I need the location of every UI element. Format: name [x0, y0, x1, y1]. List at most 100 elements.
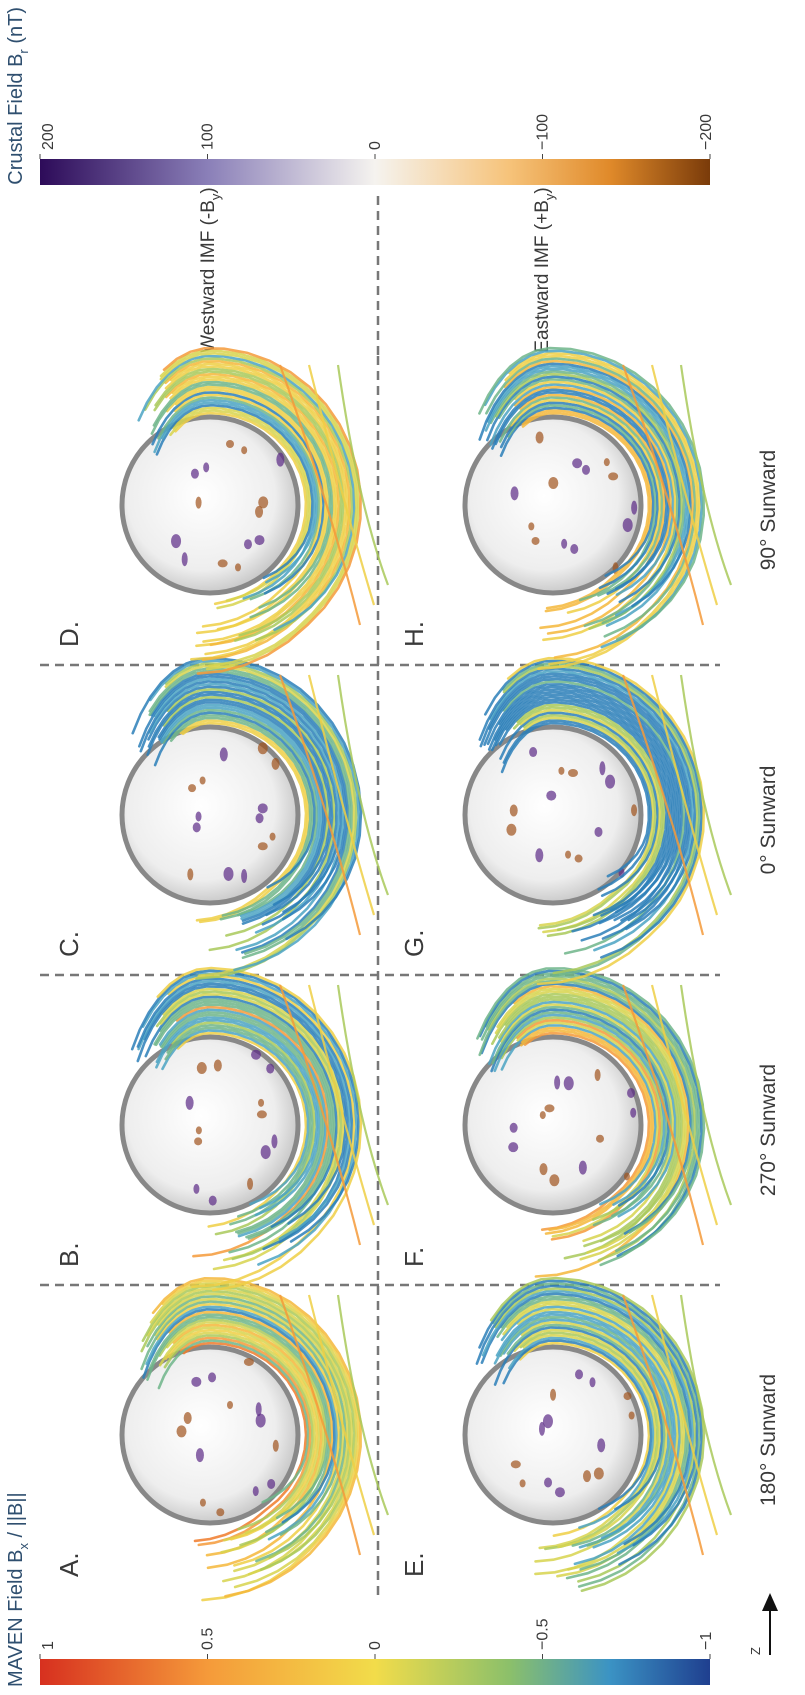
field-line	[171, 375, 339, 648]
tick-label: −1	[698, 1632, 715, 1650]
crustal-anomaly	[241, 869, 248, 884]
field-line	[650, 984, 719, 1226]
field-line	[503, 359, 695, 659]
crustal-anomaly	[570, 543, 579, 554]
field-line	[499, 401, 660, 590]
field-line	[182, 1341, 308, 1543]
colorbar-br	[40, 159, 710, 185]
crustal-anomaly	[251, 1049, 262, 1060]
landscape-layout: MAVEN Field Bx / ||B|| Crustal Field Br …	[5, 7, 780, 1687]
field-line	[519, 1341, 651, 1537]
field-line	[150, 672, 349, 954]
tick-label: 0	[367, 1641, 384, 1650]
field-line	[153, 398, 319, 584]
crustal-anomaly	[187, 868, 194, 881]
field-line	[508, 352, 701, 671]
field-line	[498, 396, 664, 597]
field-line	[500, 721, 651, 878]
tick-label: 100	[200, 123, 217, 150]
field-line	[523, 1031, 651, 1231]
field-line	[141, 1284, 356, 1571]
crustal-anomaly	[548, 477, 559, 490]
crustal-anomaly	[227, 1401, 233, 1409]
crustal-anomaly	[203, 462, 210, 473]
crustal-anomaly	[254, 535, 265, 546]
crustal-anomaly	[258, 496, 269, 509]
crustal-anomaly	[208, 1372, 217, 1383]
field-line	[650, 364, 719, 606]
crustal-anomaly	[550, 1388, 557, 1401]
crustal-anomaly	[528, 522, 535, 531]
crustal-anomaly	[226, 440, 234, 448]
crustal-anomaly	[194, 1137, 203, 1146]
field-line	[140, 1289, 352, 1559]
field-line	[336, 984, 390, 1206]
title-text: Crustal Field B	[5, 54, 27, 185]
field-line	[179, 719, 310, 924]
field-line	[155, 990, 343, 1261]
field-line	[168, 1310, 334, 1570]
crustal-anomaly	[257, 842, 268, 851]
field-line	[167, 974, 356, 1289]
field-line	[146, 1315, 330, 1520]
crustal-anomaly	[596, 1134, 605, 1143]
crustal-anomaly	[627, 1087, 636, 1098]
field-line	[164, 359, 352, 661]
field-line	[149, 1281, 358, 1589]
field-line	[502, 1318, 671, 1549]
panel-label: H.	[399, 621, 429, 647]
field-line	[153, 1000, 334, 1240]
crustal-anomaly	[266, 1063, 275, 1074]
crustal-anomaly	[565, 850, 572, 859]
crustal-anomaly	[243, 1357, 254, 1366]
crustal-anomaly	[583, 1470, 592, 1483]
field-line	[159, 998, 336, 1254]
crustal-anomaly	[544, 1104, 555, 1113]
panel-label: B.	[54, 1242, 84, 1267]
field-line	[499, 711, 660, 897]
field-line	[137, 979, 352, 1241]
field-line	[493, 1313, 675, 1540]
crustal-anomaly	[213, 1059, 222, 1072]
field-line	[491, 388, 670, 590]
field-line	[159, 349, 361, 671]
field-line	[499, 1003, 675, 1243]
crustal-anomaly	[191, 1376, 202, 1387]
tick-label: −0.5	[535, 1618, 552, 1650]
crustal-anomaly	[252, 1486, 259, 1497]
field-line	[136, 977, 354, 1244]
crustal-anomaly	[531, 536, 540, 545]
colorbar-title: Crustal Field Br (nT)	[5, 7, 31, 185]
field-line	[162, 708, 318, 917]
field-line	[491, 1005, 673, 1218]
field-line	[152, 380, 334, 619]
crustal-anomaly	[243, 539, 252, 550]
field-line	[621, 364, 705, 626]
crustal-anomaly	[509, 1122, 518, 1133]
tick-label: 0.5	[200, 1628, 217, 1650]
crustal-anomaly	[272, 1439, 279, 1452]
field-line	[307, 364, 376, 606]
field-line	[520, 1026, 655, 1235]
field-line	[169, 409, 310, 602]
field-line	[153, 370, 343, 637]
field-line	[478, 969, 703, 1258]
field-line	[158, 1008, 327, 1238]
field-line	[502, 1302, 684, 1571]
field-line	[181, 721, 308, 922]
crustal-anomaly	[192, 822, 201, 833]
field-line	[157, 396, 321, 601]
field-line	[498, 700, 668, 917]
tick-label: −100	[535, 114, 552, 150]
field-line	[155, 1019, 319, 1210]
field-line	[147, 685, 338, 926]
crustal-anomaly	[223, 866, 234, 881]
field-line	[150, 383, 332, 609]
planet	[119, 724, 301, 906]
panel: C.	[54, 656, 390, 980]
crustal-anomaly	[578, 1160, 587, 1175]
field-line	[171, 406, 312, 610]
field-line	[521, 409, 653, 613]
field-line	[158, 701, 325, 922]
field-line	[498, 1010, 668, 1227]
